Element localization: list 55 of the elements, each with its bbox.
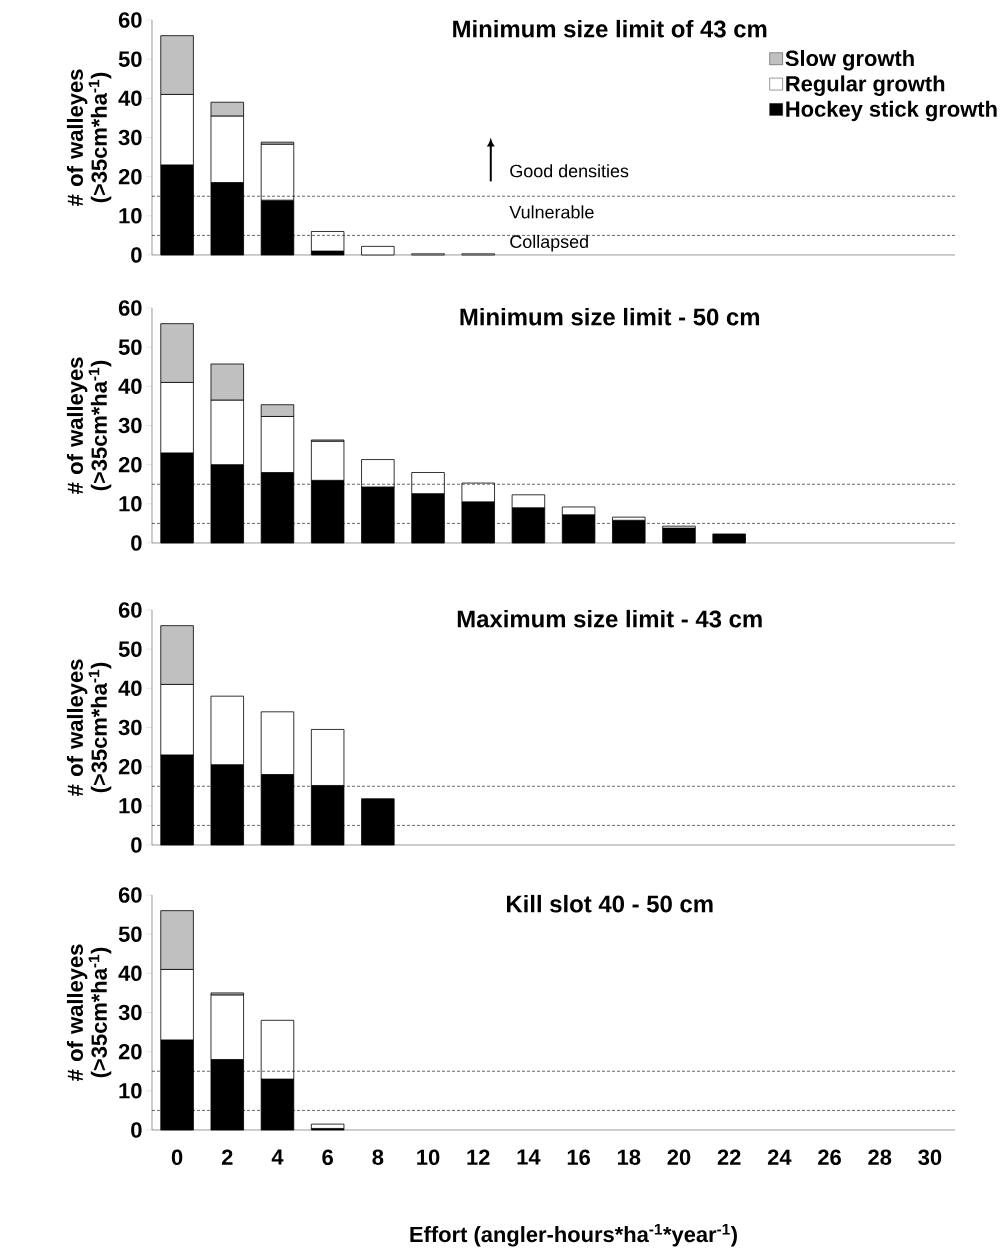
y-tick-label: 60: [118, 602, 142, 618]
y-tick-label: 0: [131, 535, 142, 551]
x-tick-label: 0: [171, 1149, 183, 1166]
y-tick-label: 50: [118, 641, 142, 657]
y-tick-label: 30: [118, 417, 142, 434]
annotation: Good densities: [510, 164, 629, 178]
x-tick-label: 12: [467, 1149, 490, 1165]
legend-label: Regular growth: [786, 75, 945, 96]
x-tick-label: 16: [567, 1149, 590, 1166]
y-tick-label: 60: [118, 300, 142, 316]
chart-title: Maximum size limit - 43 cm: [457, 609, 762, 628]
x-tick-label: 4: [271, 1149, 284, 1165]
x-axis-title: Effort (angler-hours*ha$^{-1}$*year$^{-1}$): [410, 1223, 737, 1247]
y-tick-label: 10: [119, 798, 142, 814]
x-tick-label: 20: [667, 1149, 691, 1166]
x-tick-label: 26: [818, 1149, 841, 1166]
x-tick-label: 22: [717, 1149, 741, 1165]
x-tick-label: 28: [868, 1149, 892, 1166]
y-tick-label: 40: [118, 965, 142, 982]
y-tick-label: 50: [118, 51, 142, 67]
y-tick-label: 40: [118, 680, 142, 697]
x-tick-label: 30: [918, 1149, 942, 1166]
y-tick-label: 20: [118, 758, 142, 775]
y-tick-label: 10: [119, 208, 142, 224]
x-tick-label: 6: [322, 1149, 333, 1166]
chart-title: Minimum size limit of 43 cm: [453, 19, 767, 38]
y-tick-label: 0: [131, 1122, 142, 1138]
y-tick-label: 60: [118, 887, 142, 903]
legend-label: Hockey stick growth: [786, 100, 997, 122]
y-tick-label: 50: [118, 339, 142, 355]
y-tick-label: 60: [118, 12, 142, 28]
y-tick-label: 20: [118, 1043, 142, 1060]
y-tick-label: 40: [118, 378, 142, 395]
y-tick-label: 30: [118, 1004, 142, 1021]
y-tick-label: 20: [118, 456, 142, 473]
y-tick-label: 0: [131, 247, 142, 263]
y-tick-label: 0: [131, 837, 142, 853]
annotation: Collapsed: [510, 234, 588, 252]
x-tick-label: 24: [767, 1149, 792, 1165]
x-tick-label: 18: [617, 1149, 641, 1166]
chart-title: Kill slot 40 - 50 cm: [506, 894, 713, 913]
y-tick-label: 30: [118, 129, 142, 146]
chart-title: Minimum size limit - 50 cm: [460, 307, 760, 326]
x-tick-label: 10: [417, 1149, 440, 1166]
y-tick-label: 50: [118, 926, 142, 942]
y-tick-label: 20: [118, 168, 142, 185]
y-tick-label: 40: [118, 90, 142, 107]
y-tick-label: 10: [119, 1083, 142, 1099]
y-tick-label: 10: [119, 496, 142, 512]
x-tick-label: 14: [517, 1149, 541, 1165]
annotation: Vulnerable: [509, 205, 594, 219]
y-tick-label: 30: [118, 719, 142, 736]
x-tick-label: 2: [221, 1149, 233, 1165]
legend-label: Slow growth: [785, 50, 914, 71]
x-tick-label: 8: [372, 1149, 384, 1166]
